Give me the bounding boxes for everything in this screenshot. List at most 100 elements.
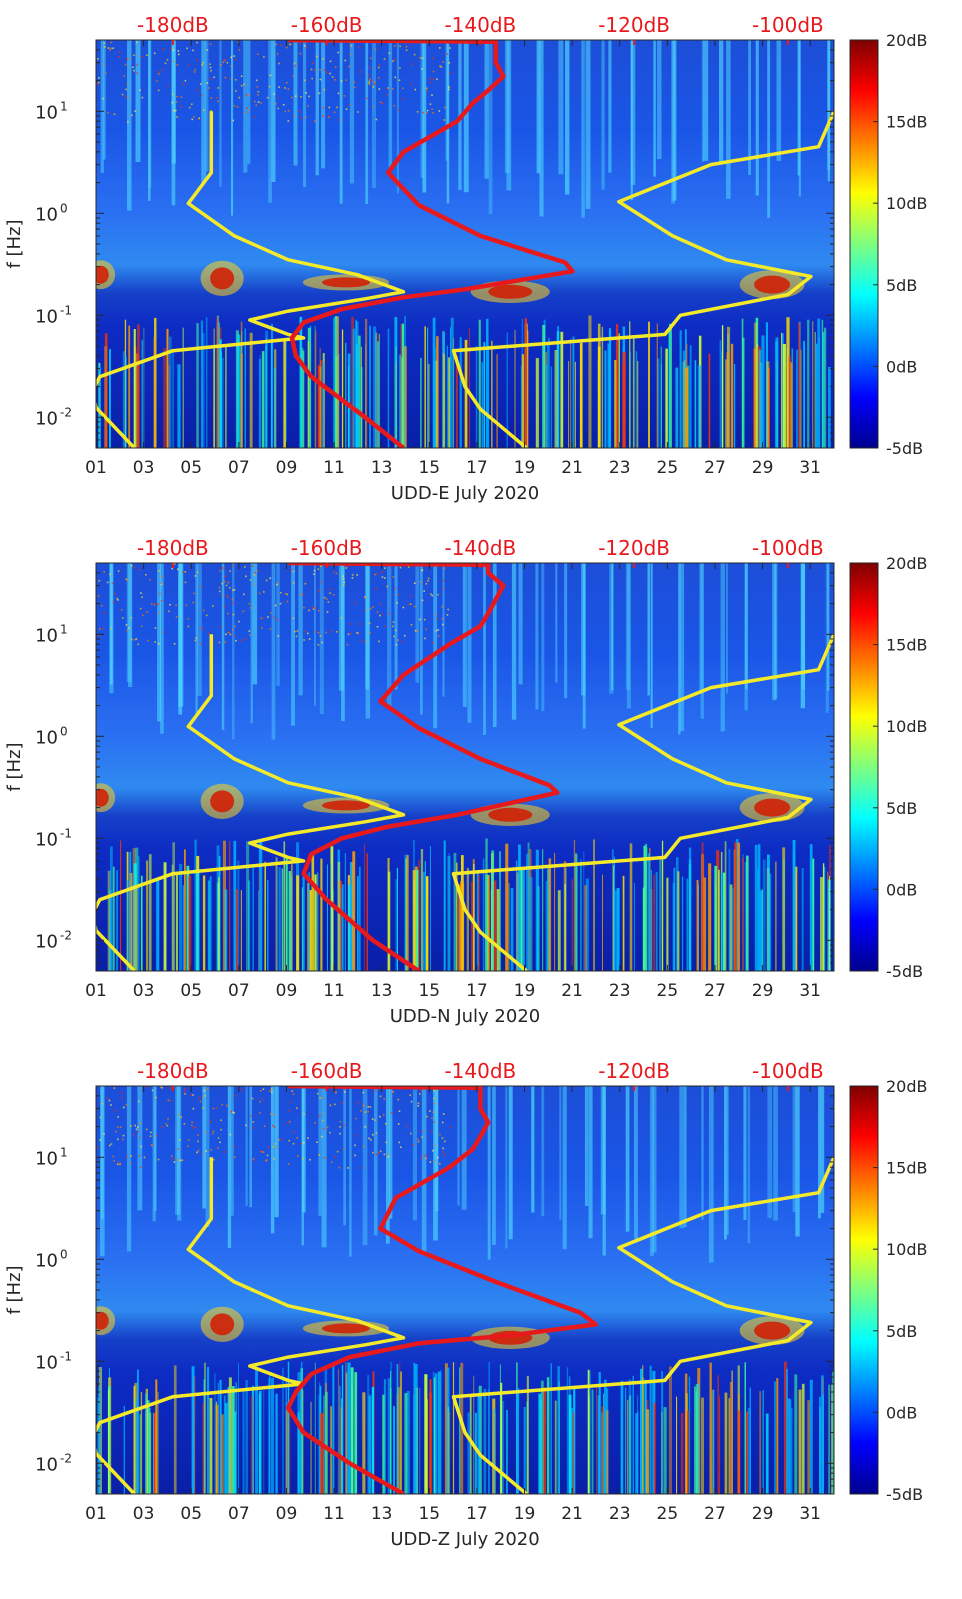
spectrogram-streak	[202, 1403, 205, 1494]
spectrogram-speckle	[379, 614, 381, 617]
spectrogram-streak	[786, 363, 788, 448]
spectrogram-daily-band	[743, 1086, 747, 1220]
spectrogram-speckle	[183, 1088, 186, 1090]
spectrogram-streak	[526, 1376, 529, 1494]
spectrogram-speckle	[117, 1138, 119, 1141]
spectrogram-speckle	[140, 592, 142, 594]
spectrogram-speckle	[334, 1090, 336, 1093]
spectrogram-streak	[459, 1367, 461, 1494]
spectrogram-speckle	[432, 112, 434, 114]
spectrogram-streak	[474, 1412, 477, 1494]
spectrogram-speckle	[210, 110, 212, 112]
spectrogram-streak	[475, 345, 478, 448]
spectrogram-speckle	[187, 625, 190, 628]
spectrogram-streak	[434, 360, 438, 448]
spectrogram-streak	[680, 1413, 684, 1494]
top-db-label: -100dB	[752, 1059, 824, 1083]
spectrogram-speckle	[318, 609, 320, 612]
spectrogram-speckle	[257, 94, 259, 96]
spectrogram-hotspot	[321, 1323, 370, 1334]
spectrogram-speckle	[448, 62, 451, 64]
spectrogram-speckle	[357, 623, 360, 625]
spectrogram-speckle	[393, 58, 396, 61]
spectrogram-streak	[168, 364, 170, 448]
spectrogram-speckle	[173, 1161, 176, 1163]
spectrogram-speckle	[198, 1097, 200, 1100]
y-tick-label: 10	[35, 306, 58, 327]
spectrogram-daily-band	[539, 40, 544, 217]
spectrogram-speckle	[114, 1109, 116, 1112]
spectrogram-speckle	[387, 1156, 389, 1158]
spectrogram-streak	[550, 366, 553, 448]
spectrogram-daily-band	[271, 563, 276, 740]
spectrogram-speckle	[220, 1119, 222, 1122]
spectrogram-speckle	[252, 1158, 255, 1160]
spectrogram-streak	[547, 341, 549, 448]
spectrogram-daily-band	[446, 40, 450, 204]
spectrogram-speckle	[429, 103, 432, 105]
spectrogram-daily-band	[298, 563, 303, 696]
spectrogram-speckle	[123, 1106, 125, 1109]
spectrogram-streak	[330, 864, 332, 971]
spectrogram-streak	[322, 362, 324, 448]
spectrogram-speckle	[269, 1112, 272, 1115]
colorbar-tick-label: 10dB	[886, 194, 928, 213]
spectrogram-speckle	[319, 635, 322, 637]
spectrogram-speckle	[139, 89, 141, 91]
spectrogram-daily-band	[508, 1086, 513, 1240]
spectrogram-streak	[432, 1371, 435, 1494]
top-db-label: -160dB	[291, 536, 363, 560]
spectrogram-streak	[568, 1394, 572, 1494]
spectrogram-streak	[240, 890, 242, 971]
spectrogram-streak	[319, 360, 323, 448]
spectrogram-speckle	[191, 118, 194, 121]
spectrogram-speckle	[321, 1119, 324, 1122]
spectrogram-speckle	[321, 641, 323, 644]
spectrogram-streak	[666, 877, 669, 971]
spectrogram-streak	[214, 1372, 216, 1494]
spectrogram-speckle	[280, 1138, 283, 1141]
spectrogram-speckle	[172, 49, 175, 51]
x-tick-label: 31	[799, 981, 821, 1001]
spectrogram-hotspot	[754, 798, 791, 817]
x-axis-label: UDD-N July 2020	[390, 1006, 540, 1027]
spectrogram-speckle	[314, 120, 316, 122]
spectrogram-streak	[712, 1389, 714, 1494]
spectrogram-daily-band	[818, 1086, 821, 1219]
spectrogram-speckle	[119, 1126, 122, 1128]
spectrogram-streak	[579, 342, 583, 448]
spectrogram-daily-band	[463, 40, 469, 193]
spectrogram-streak	[278, 867, 281, 971]
spectrogram-daily-band	[315, 40, 319, 176]
spectrogram-speckle	[209, 78, 212, 80]
spectrogram-speckle	[116, 1163, 119, 1166]
spectrogram-speckle	[394, 45, 396, 47]
spectrogram-speckle	[357, 46, 360, 48]
spectrogram-speckle	[378, 77, 380, 79]
spectrogram-speckle	[193, 71, 196, 73]
spectrogram-streak	[685, 367, 689, 448]
spectrogram-speckle	[386, 585, 388, 588]
spectrogram-speckle	[217, 1147, 219, 1149]
spectrogram-streak	[822, 331, 825, 448]
spectrogram-speckle	[118, 56, 120, 58]
spectrogram-speckle	[410, 83, 412, 85]
spectrogram-speckle	[366, 97, 368, 100]
spectrogram-speckle	[127, 120, 129, 123]
spectrogram-streak	[646, 847, 648, 971]
spectrogram-streak	[494, 880, 497, 971]
spectrogram-speckle	[387, 93, 389, 96]
spectrogram-streak	[724, 841, 727, 971]
spectrogram-speckle	[110, 1104, 112, 1106]
spectrogram-streak	[510, 888, 514, 971]
spectrogram-speckle	[360, 70, 363, 73]
spectrogram-speckle	[286, 593, 289, 596]
spectrogram-speckle	[105, 72, 107, 75]
spectrogram-speckle	[307, 1137, 309, 1139]
spectrogram-speckle	[158, 570, 160, 572]
spectrogram-speckle	[372, 86, 375, 88]
spectrogram-speckle	[233, 1145, 236, 1148]
spectrogram-speckle	[157, 603, 159, 606]
spectrogram-streak	[642, 1365, 644, 1494]
spectrogram-speckle	[334, 1103, 336, 1106]
